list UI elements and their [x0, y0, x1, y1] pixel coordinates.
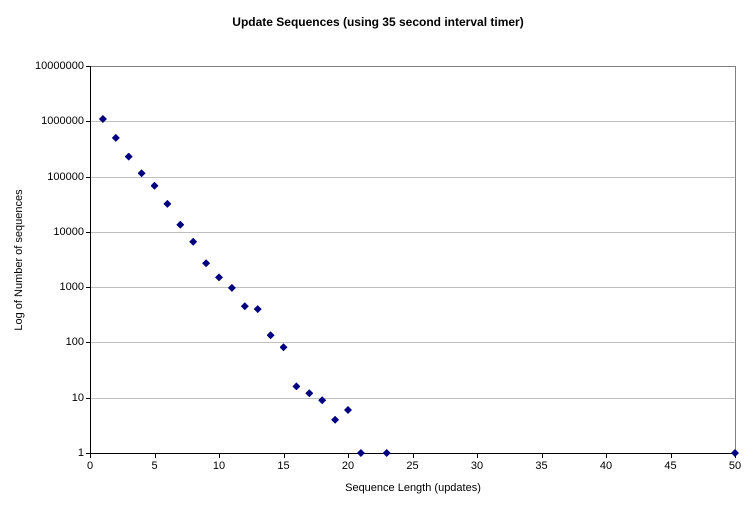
y-tick-label: 1000	[59, 281, 84, 294]
y-axis-title: Log of Number of sequences	[13, 189, 25, 331]
x-tick-mark	[670, 454, 672, 458]
data-point	[189, 237, 198, 246]
x-tick-mark	[541, 454, 543, 458]
data-point	[266, 331, 275, 340]
y-gridline	[91, 397, 735, 399]
x-tick-label: 50	[728, 460, 742, 472]
x-tick-label: 10	[212, 460, 226, 472]
data-point	[176, 220, 185, 229]
data-point	[356, 449, 365, 457]
x-tick-mark	[90, 454, 91, 458]
x-tick-label: 5	[151, 460, 158, 472]
y-gridline	[91, 342, 735, 344]
x-axis-title: Sequence Length (updates)	[345, 482, 481, 494]
x-tick-label: 45	[664, 460, 677, 472]
data-point	[137, 169, 146, 178]
x-tick-mark	[348, 454, 349, 458]
y-tick-label: 10000000	[35, 60, 84, 72]
data-point	[318, 396, 327, 405]
x-tick-mark	[412, 454, 414, 458]
y-gridline	[91, 231, 735, 233]
y-tick-mark	[86, 121, 90, 123]
data-point	[150, 181, 159, 190]
plot-border-top	[90, 66, 736, 67]
y-tick-mark	[86, 453, 90, 454]
data-point	[731, 449, 739, 457]
y-gridline	[91, 121, 735, 123]
x-tick-label: 30	[470, 460, 484, 472]
x-tick-label: 20	[341, 460, 355, 472]
data-point	[98, 115, 107, 123]
y-tick-label: 100	[65, 336, 84, 349]
x-tick-label: 25	[406, 460, 419, 472]
y-tick-label: 10000	[53, 225, 84, 238]
x-tick-label: 40	[599, 460, 613, 472]
data-point	[382, 449, 391, 457]
y-tick-label: 10	[71, 391, 84, 404]
y-tick-mark	[86, 397, 90, 399]
y-tick-mark	[86, 231, 90, 233]
y-tick-mark	[86, 342, 90, 344]
data-point	[344, 406, 352, 414]
data-point	[124, 152, 133, 161]
y-tick-mark	[86, 287, 90, 289]
x-axis-line	[90, 453, 736, 454]
data-point	[292, 382, 301, 391]
chart-title: Update Sequences (using 35 second interv…	[232, 15, 524, 29]
data-point	[202, 259, 211, 268]
plot-border-right	[735, 66, 736, 454]
data-point	[305, 389, 314, 398]
y-tick-label: 1000000	[41, 115, 84, 128]
y-tick-mark	[86, 66, 90, 67]
x-tick-label: 0	[86, 460, 94, 472]
x-tick-mark	[154, 454, 156, 458]
data-point	[227, 283, 236, 292]
x-tick-mark	[606, 454, 607, 458]
y-axis-line	[90, 66, 91, 454]
x-tick-label: 35	[535, 460, 548, 472]
data-point	[253, 305, 262, 314]
data-point	[240, 302, 249, 311]
x-tick-mark	[477, 454, 478, 458]
y-tick-mark	[86, 176, 90, 178]
y-tick-label: 100000	[47, 170, 84, 183]
y-tick-label: 1	[77, 447, 84, 459]
data-point	[331, 415, 340, 424]
y-gridline	[91, 287, 735, 289]
x-tick-mark	[219, 454, 220, 458]
x-tick-label: 15	[277, 460, 290, 472]
data-point	[215, 273, 223, 282]
x-tick-mark	[283, 454, 285, 458]
y-gridline	[91, 176, 735, 178]
data-point	[163, 199, 172, 208]
data-point	[279, 343, 288, 352]
data-point	[111, 133, 120, 142]
